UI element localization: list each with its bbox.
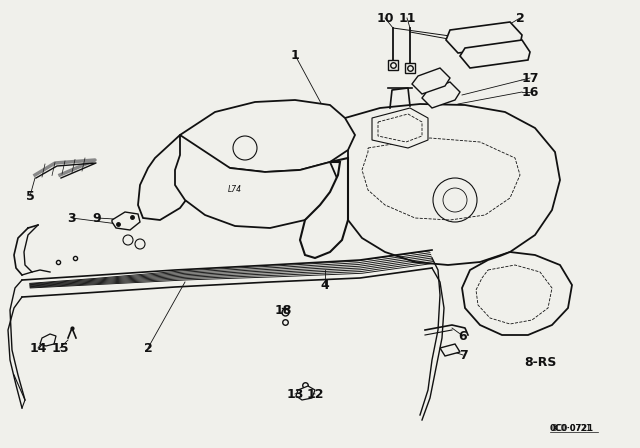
Polygon shape <box>40 334 56 346</box>
Text: 3: 3 <box>68 211 76 224</box>
Text: 8-RS: 8-RS <box>524 356 556 369</box>
Text: 6: 6 <box>459 329 467 343</box>
Polygon shape <box>460 40 530 68</box>
Polygon shape <box>112 212 140 230</box>
Polygon shape <box>300 158 348 258</box>
Text: 18: 18 <box>275 303 292 316</box>
Text: 1: 1 <box>291 48 300 61</box>
Polygon shape <box>175 135 340 228</box>
Text: L74: L74 <box>228 185 242 194</box>
Text: 9: 9 <box>93 211 101 224</box>
Polygon shape <box>342 104 560 265</box>
Polygon shape <box>378 114 422 142</box>
Text: 0C0·0721: 0C0·0721 <box>552 423 592 432</box>
Text: 2: 2 <box>143 341 152 354</box>
Text: 12: 12 <box>307 388 324 401</box>
Text: 17: 17 <box>521 72 539 85</box>
Text: 15: 15 <box>51 341 68 354</box>
Polygon shape <box>405 63 415 73</box>
Text: 13: 13 <box>286 388 304 401</box>
Polygon shape <box>422 82 460 108</box>
Polygon shape <box>388 60 398 70</box>
Polygon shape <box>372 108 428 148</box>
Polygon shape <box>412 68 450 94</box>
Text: 16: 16 <box>522 86 539 99</box>
Polygon shape <box>446 22 522 53</box>
Text: 7: 7 <box>459 349 467 362</box>
Text: 5: 5 <box>26 190 35 202</box>
Polygon shape <box>138 135 200 220</box>
Polygon shape <box>296 386 315 400</box>
Text: 0C0·0721: 0C0·0721 <box>550 423 594 432</box>
Polygon shape <box>462 252 572 335</box>
Text: 10: 10 <box>376 12 394 25</box>
Text: 11: 11 <box>398 12 416 25</box>
Text: 14: 14 <box>29 341 47 354</box>
Polygon shape <box>440 344 460 356</box>
Text: 2: 2 <box>516 12 524 25</box>
Text: 4: 4 <box>321 279 330 292</box>
Polygon shape <box>180 100 355 172</box>
